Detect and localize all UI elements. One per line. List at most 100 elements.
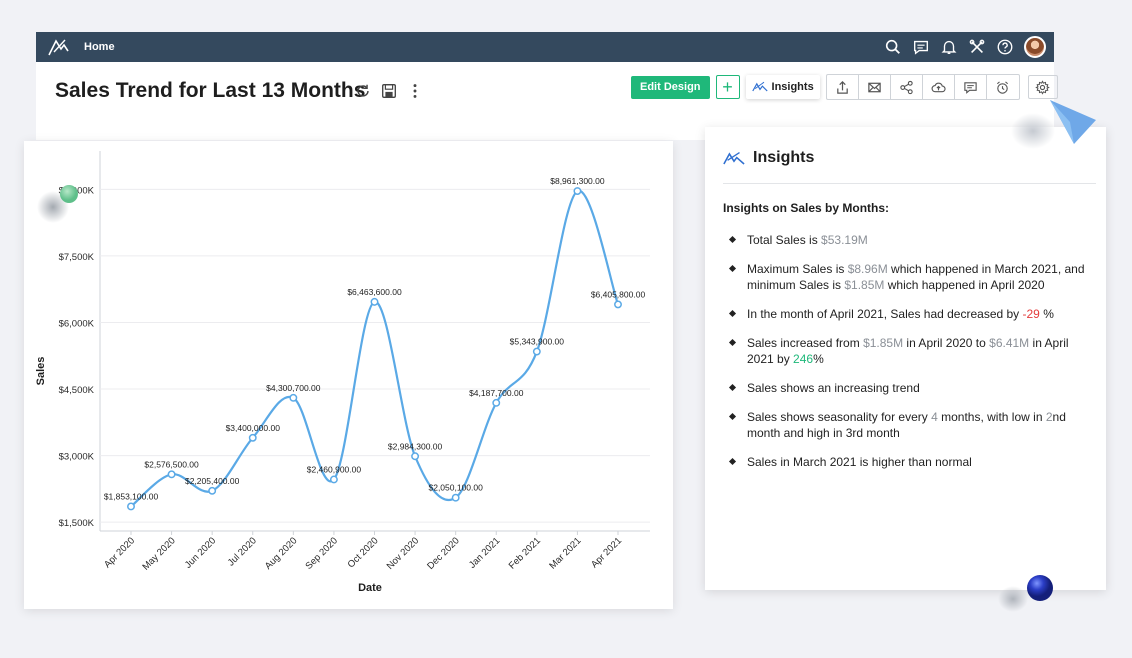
insight-text: Sales increased from bbox=[747, 336, 864, 350]
chart-panel: $1,500K$3,000K$4,500K$6,000K$7,500K$9,00… bbox=[24, 141, 673, 609]
save-icon[interactable] bbox=[380, 82, 398, 100]
chat-icon[interactable] bbox=[912, 38, 930, 56]
insight-item: Total Sales is $53.19M bbox=[727, 232, 1087, 248]
export-button[interactable] bbox=[827, 75, 859, 99]
data-label: $3,400,000.00 bbox=[226, 423, 281, 433]
data-point[interactable] bbox=[614, 300, 622, 309]
data-point[interactable] bbox=[532, 347, 541, 356]
blue-orb-decoration bbox=[1027, 575, 1053, 601]
cloud-upload-icon bbox=[931, 82, 946, 92]
insight-item: Sales in March 2021 is higher than norma… bbox=[727, 454, 1087, 470]
y-tick-label: $4,500K bbox=[59, 385, 95, 396]
data-label: $2,050,100.00 bbox=[428, 483, 483, 493]
y-tick-label: $3,000K bbox=[59, 452, 95, 463]
data-label: $5,343,900.00 bbox=[510, 337, 565, 347]
avatar[interactable] bbox=[1024, 36, 1046, 58]
insights-icon bbox=[751, 81, 768, 92]
data-point[interactable] bbox=[573, 187, 582, 195]
action-icon-group bbox=[825, 74, 1020, 100]
data-point[interactable] bbox=[411, 452, 420, 461]
data-point[interactable] bbox=[492, 398, 501, 407]
data-point[interactable] bbox=[167, 470, 176, 479]
tools-icon[interactable] bbox=[968, 38, 986, 56]
add-button[interactable]: + bbox=[715, 75, 740, 99]
gray-orb-decoration-2 bbox=[998, 586, 1028, 612]
title-tools bbox=[354, 82, 424, 100]
x-tick-label: Feb 2021 bbox=[507, 535, 543, 571]
comment-icon bbox=[964, 81, 977, 94]
bell-icon[interactable] bbox=[940, 38, 958, 56]
insight-text: -29 bbox=[1022, 307, 1040, 321]
y-axis-label: Sales bbox=[35, 357, 47, 386]
insight-text: 2 bbox=[1045, 410, 1053, 424]
insight-text: Sales shows an increasing trend bbox=[747, 381, 920, 395]
paper-plane-icon bbox=[1050, 100, 1096, 144]
insight-text: Maximum Sales is bbox=[747, 262, 848, 276]
email-button[interactable] bbox=[859, 75, 891, 99]
insights-panel: Insights Insights on Sales by Months: To… bbox=[705, 127, 1106, 590]
insights-button[interactable]: Insights bbox=[745, 75, 820, 99]
x-tick-label: Jan 2021 bbox=[467, 535, 502, 570]
publish-button[interactable] bbox=[923, 75, 955, 99]
search-icon[interactable] bbox=[884, 38, 902, 56]
comments-button[interactable] bbox=[955, 75, 987, 99]
app-bar: Home bbox=[36, 32, 1054, 62]
x-tick-label: Jun 2020 bbox=[183, 535, 218, 570]
x-tick-label: Sep 2020 bbox=[303, 535, 340, 572]
data-label: $6,463,600.00 bbox=[347, 287, 402, 297]
data-label: $2,460,900.00 bbox=[307, 464, 362, 474]
x-tick-label: Jul 2020 bbox=[226, 535, 259, 568]
insights-title: Insights bbox=[753, 149, 815, 166]
insight-item: In the month of April 2021, Sales had de… bbox=[727, 306, 1087, 322]
x-axis-label: Date bbox=[358, 582, 382, 594]
x-tick-label: Apr 2021 bbox=[589, 535, 624, 570]
sales-line-chart[interactable]: $1,500K$3,000K$4,500K$6,000K$7,500K$9,00… bbox=[24, 141, 673, 609]
app-logo-icon[interactable] bbox=[46, 35, 70, 59]
insights-list: Total Sales is $53.19M Maximum Sales is $… bbox=[727, 232, 1087, 483]
data-label: $4,187,700.00 bbox=[469, 388, 524, 398]
insight-text: Sales in March 2021 is higher than norma… bbox=[747, 455, 972, 469]
data-point[interactable] bbox=[289, 393, 298, 402]
data-point[interactable] bbox=[208, 486, 217, 495]
edit-design-button[interactable]: Edit Design bbox=[631, 75, 710, 99]
more-options-icon[interactable] bbox=[406, 82, 424, 100]
data-labels: $1,853,100.00 $2,576,500.00 $2,205,400.00 $… bbox=[104, 176, 646, 501]
data-label: $2,984,300.00 bbox=[388, 441, 443, 451]
x-tick-label: Nov 2020 bbox=[385, 535, 422, 572]
data-label: $6,405,800.00 bbox=[591, 289, 646, 299]
y-tick-label: $7,500K bbox=[59, 252, 95, 263]
data-point[interactable] bbox=[370, 297, 379, 306]
data-label: $8,961,300.00 bbox=[550, 176, 605, 186]
x-tick-label: Mar 2021 bbox=[547, 535, 583, 571]
settings-button[interactable] bbox=[1027, 75, 1058, 99]
data-label: $1,853,100.00 bbox=[104, 491, 159, 501]
insight-text: $6.41M bbox=[989, 336, 1030, 350]
green-orb-decoration bbox=[60, 185, 78, 203]
insight-text: $1.85M bbox=[863, 336, 907, 350]
x-tick-label: Oct 2020 bbox=[346, 535, 381, 570]
x-tick-label: Apr 2020 bbox=[102, 535, 137, 570]
data-label: $2,205,400.00 bbox=[185, 476, 240, 486]
data-point[interactable] bbox=[127, 502, 135, 511]
insights-logo-icon bbox=[723, 151, 745, 165]
alarm-clock-icon bbox=[997, 80, 1009, 94]
data-point[interactable] bbox=[329, 475, 338, 484]
insight-text: in April 2021 by bbox=[747, 336, 1069, 366]
data-point[interactable] bbox=[451, 493, 460, 502]
help-icon[interactable] bbox=[996, 38, 1014, 56]
data-label: $4,300,700.00 bbox=[266, 383, 321, 393]
refresh-icon[interactable] bbox=[354, 82, 372, 100]
insight-text: Total Sales is bbox=[747, 233, 822, 247]
data-point[interactable] bbox=[248, 433, 257, 442]
insights-divider bbox=[723, 183, 1096, 184]
topbar-actions bbox=[884, 36, 1046, 58]
insight-item: Maximum Sales is $8.96M which happened i… bbox=[727, 261, 1087, 293]
x-tick-label: May 2020 bbox=[140, 535, 177, 572]
home-link[interactable]: Home bbox=[84, 41, 115, 53]
insight-text: % bbox=[813, 352, 824, 366]
alarm-button[interactable] bbox=[987, 75, 1019, 99]
insight-item: Sales increased from $1.85M in April 202… bbox=[727, 335, 1087, 367]
share-button[interactable] bbox=[891, 75, 923, 99]
insight-text: nd month and high in 3rd month bbox=[747, 410, 1066, 440]
export-icon bbox=[836, 80, 848, 94]
